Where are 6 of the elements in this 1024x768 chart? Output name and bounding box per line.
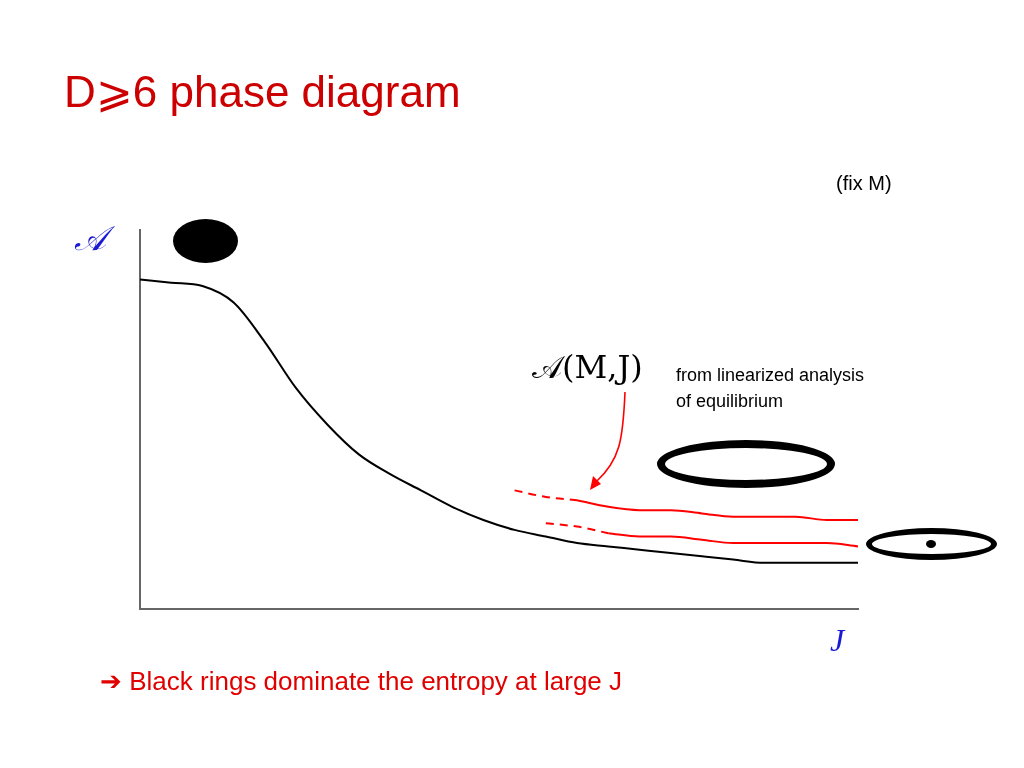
x-axis-title: J [830,622,845,659]
annotation: from linearized analysis of equilibrium [676,364,865,413]
text: (fix M) [836,172,892,195]
text: ➔ Black rings dominate the entropy at large J [100,666,623,697]
annotation: 𝒜(M,J) [532,348,643,386]
chart-title: D⩾6 phase diagram [64,66,461,117]
